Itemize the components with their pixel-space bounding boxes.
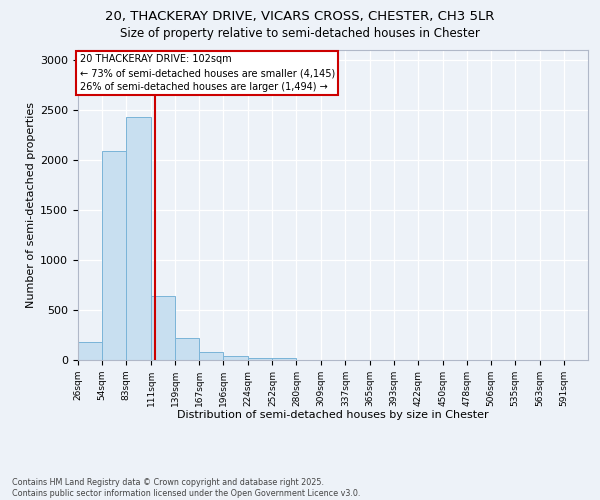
Bar: [78, 342, 102, 360]
Text: 20 THACKERAY DRIVE: 102sqm
← 73% of semi-detached houses are smaller (4,145)
26%: 20 THACKERAY DRIVE: 102sqm ← 73% of semi…: [80, 54, 335, 92]
Bar: [151, 296, 175, 360]
Bar: [199, 352, 223, 360]
Y-axis label: Number of semi-detached properties: Number of semi-detached properties: [26, 102, 36, 308]
Bar: [102, 150, 126, 360]
X-axis label: Distribution of semi-detached houses by size in Chester: Distribution of semi-detached houses by …: [177, 410, 489, 420]
Bar: [223, 356, 248, 360]
Bar: [272, 358, 296, 360]
Bar: [126, 116, 151, 360]
Text: Contains HM Land Registry data © Crown copyright and database right 2025.
Contai: Contains HM Land Registry data © Crown c…: [12, 478, 361, 498]
Bar: [248, 358, 272, 360]
Bar: [175, 338, 199, 360]
Text: 20, THACKERAY DRIVE, VICARS CROSS, CHESTER, CH3 5LR: 20, THACKERAY DRIVE, VICARS CROSS, CHEST…: [106, 10, 494, 23]
Text: Size of property relative to semi-detached houses in Chester: Size of property relative to semi-detach…: [120, 28, 480, 40]
